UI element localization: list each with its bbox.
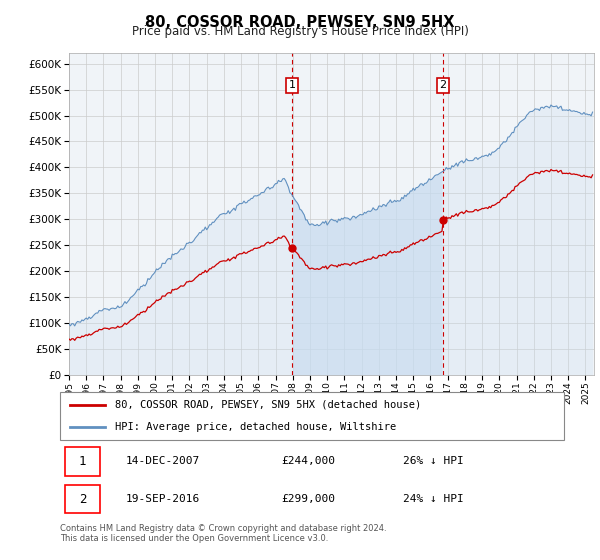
Text: Contains HM Land Registry data © Crown copyright and database right 2024.
This d: Contains HM Land Registry data © Crown c… (60, 524, 386, 543)
Text: £299,000: £299,000 (282, 494, 336, 504)
FancyBboxPatch shape (65, 485, 100, 514)
Text: 80, COSSOR ROAD, PEWSEY, SN9 5HX: 80, COSSOR ROAD, PEWSEY, SN9 5HX (145, 15, 455, 30)
Text: HPI: Average price, detached house, Wiltshire: HPI: Average price, detached house, Wilt… (115, 422, 397, 432)
FancyBboxPatch shape (60, 392, 564, 440)
Text: 1: 1 (79, 455, 86, 468)
Text: £244,000: £244,000 (282, 456, 336, 466)
Text: 2: 2 (79, 493, 86, 506)
Text: 80, COSSOR ROAD, PEWSEY, SN9 5HX (detached house): 80, COSSOR ROAD, PEWSEY, SN9 5HX (detach… (115, 400, 422, 410)
FancyBboxPatch shape (65, 447, 100, 475)
Text: 26% ↓ HPI: 26% ↓ HPI (403, 456, 463, 466)
Text: 2: 2 (439, 81, 446, 90)
Text: 24% ↓ HPI: 24% ↓ HPI (403, 494, 463, 504)
Text: Price paid vs. HM Land Registry's House Price Index (HPI): Price paid vs. HM Land Registry's House … (131, 25, 469, 38)
Text: 1: 1 (289, 81, 296, 90)
Text: 19-SEP-2016: 19-SEP-2016 (125, 494, 200, 504)
Text: 14-DEC-2007: 14-DEC-2007 (125, 456, 200, 466)
